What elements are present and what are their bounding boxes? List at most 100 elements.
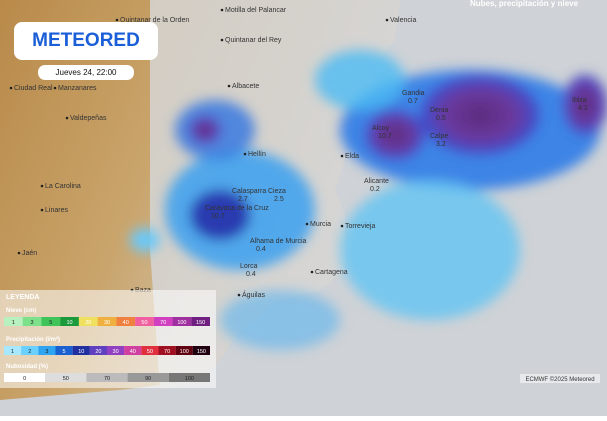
- legend-swatch: [78, 317, 98, 326]
- legend-step: 5: [63, 349, 66, 355]
- legend-step: 40: [123, 320, 129, 326]
- place-label: Albacete: [232, 83, 259, 90]
- legend-swatch: [172, 317, 192, 326]
- legend-step: 0: [23, 376, 26, 382]
- legend-swatch: [191, 317, 210, 326]
- legend-step: 40: [130, 349, 136, 355]
- legend-step: 50: [63, 376, 69, 382]
- place-dot: [220, 38, 224, 42]
- legend-step: 2: [28, 349, 31, 355]
- legend-step: 150: [196, 320, 205, 326]
- legend-swatch: [4, 373, 46, 382]
- place-dot: [65, 116, 69, 120]
- legend-swatch: [4, 346, 22, 355]
- rain-value: 3.2: [436, 141, 446, 148]
- legend-swatch: [4, 317, 23, 326]
- legend-step: 1: [11, 349, 14, 355]
- legend-swatch: [45, 373, 87, 382]
- place-label: Hellín: [248, 151, 266, 158]
- place-label: Valdepeñas: [70, 115, 107, 122]
- legend-step: 50: [141, 320, 147, 326]
- rain-place: Calasparra: [232, 188, 266, 195]
- legend-swatch: [55, 346, 73, 355]
- rain-value: 10.7: [378, 133, 392, 140]
- legend-step: 10: [78, 349, 84, 355]
- legend-step: 10: [66, 320, 72, 326]
- legend-panel: [0, 290, 216, 388]
- legend-step: 70: [104, 376, 110, 382]
- legend-swatch: [86, 373, 128, 382]
- rain-place: Caravaca de la Cruz: [205, 205, 269, 212]
- legend-step: 3: [31, 320, 34, 326]
- legend-swatch: [38, 346, 56, 355]
- rain-value: 2.7: [238, 196, 248, 203]
- place-dot: [340, 224, 344, 228]
- rain-value: 0.5: [436, 115, 446, 122]
- place-dot: [237, 293, 241, 297]
- rain-place: Lorca: [240, 263, 258, 270]
- legend-swatch: [116, 317, 136, 326]
- rain-place: Alhama de Murcia: [250, 238, 307, 245]
- place-dot: [40, 184, 44, 188]
- place-dot: [115, 18, 119, 22]
- rain-value: 0.4: [256, 246, 266, 253]
- legend-step: 100: [177, 320, 186, 326]
- place-label: Jaén: [22, 250, 37, 257]
- rain-value: 0.2: [370, 186, 380, 193]
- legend-swatch: [158, 346, 176, 355]
- place-dot: [305, 222, 309, 226]
- place-label: Torrevieja: [345, 223, 375, 230]
- legend-label: Precipitación (l/m²): [6, 336, 60, 343]
- legend-step: 70: [164, 349, 170, 355]
- legend-step: 70: [160, 320, 166, 326]
- legend-step: 100: [180, 349, 189, 355]
- place-dot: [9, 86, 13, 90]
- place-label: Manzanares: [58, 85, 97, 92]
- legend-step: 3: [45, 349, 48, 355]
- legend-swatch: [107, 346, 125, 355]
- legend-step: 30: [113, 349, 119, 355]
- rain-place: Cieza: [268, 188, 286, 195]
- legend-step: 150: [197, 349, 206, 355]
- legend-swatch: [135, 317, 154, 326]
- legend-step: 1: [12, 320, 15, 326]
- legend-step: 20: [85, 320, 91, 326]
- logo-box: [14, 22, 158, 60]
- place-label: Quintanar de la Orden: [120, 17, 189, 24]
- place-dot: [385, 18, 389, 22]
- map-title: Nubes, precipitación y nieve: [470, 0, 579, 8]
- rain-place: Ibiza: [572, 97, 587, 104]
- place-label: Cartagena: [315, 269, 348, 276]
- place-dot: [227, 84, 231, 88]
- place-label: Elda: [345, 153, 359, 160]
- legend-swatch: [168, 373, 210, 382]
- legend-label: Nieve (cm): [6, 308, 36, 314]
- legend-step: 30: [104, 320, 110, 326]
- legend-swatch: [97, 317, 117, 326]
- place-dot: [243, 152, 247, 156]
- rain-value: 0.7: [408, 98, 418, 105]
- legend-title: LEYENDA: [6, 294, 39, 301]
- legend-swatch: [72, 346, 90, 355]
- place-dot: [220, 8, 224, 12]
- datetime: Jueves 24, 22:00: [56, 68, 117, 77]
- rain-place: Alicante: [364, 178, 389, 185]
- rain-place: Gandia: [402, 90, 425, 97]
- rain-value: 4.1: [578, 105, 588, 112]
- place-label: Quintanar del Rey: [225, 37, 282, 44]
- date-box: [38, 65, 134, 80]
- place-label: Murcia: [310, 221, 331, 228]
- legend-swatch: [153, 317, 173, 326]
- legend-step: 50: [147, 349, 153, 355]
- place-label: Linares: [45, 207, 68, 214]
- place-label: Ciudad Real: [14, 85, 53, 92]
- rain-value: 0.4: [246, 271, 256, 278]
- place-label: Motilla del Palancar: [225, 7, 287, 14]
- legend-swatch: [41, 317, 61, 326]
- legend-swatch: [127, 373, 169, 382]
- rain-value: 2.5: [274, 196, 284, 203]
- legend-step: 90: [145, 376, 151, 382]
- legend-swatch: [22, 317, 42, 326]
- legend-swatch: [175, 346, 193, 355]
